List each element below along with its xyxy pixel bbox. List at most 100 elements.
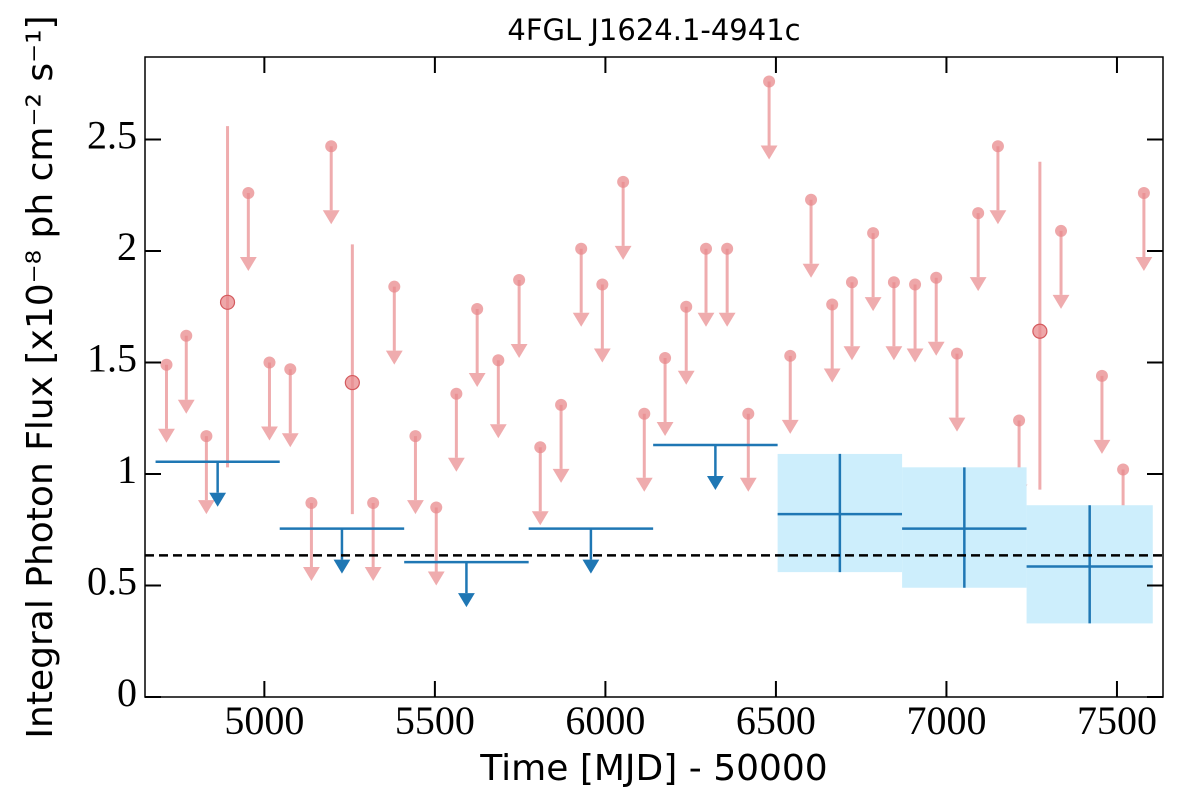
arrow-head xyxy=(427,571,445,586)
x-tick-label: 7000 xyxy=(906,698,986,743)
point xyxy=(991,140,1004,153)
point xyxy=(492,354,505,367)
point xyxy=(555,398,568,411)
point xyxy=(845,276,858,289)
arrow-head xyxy=(239,257,257,272)
point xyxy=(742,407,755,420)
point xyxy=(887,276,900,289)
arrow-head xyxy=(281,433,299,448)
arrow-head xyxy=(739,477,757,492)
arrow-head xyxy=(385,350,403,365)
plot-frame xyxy=(144,56,1164,698)
arrow-head xyxy=(781,419,799,434)
point xyxy=(471,302,484,315)
point xyxy=(930,271,943,284)
arrow-head xyxy=(458,593,475,608)
x-axis-label: Time [MJD] - 50000 xyxy=(479,748,827,789)
point xyxy=(388,280,401,293)
point xyxy=(951,347,964,360)
y-axis-label: Integral Photon Flux [x10⁻⁸ ph cm⁻² s⁻¹] xyxy=(20,15,61,738)
point xyxy=(534,441,547,454)
point xyxy=(513,273,526,286)
y-tick-label: 0.5 xyxy=(87,559,137,604)
point xyxy=(160,358,173,371)
arrow-head xyxy=(969,277,987,292)
point xyxy=(617,175,630,188)
point xyxy=(305,496,318,509)
arrow-head xyxy=(261,426,278,441)
arrow-head xyxy=(885,346,903,361)
point xyxy=(409,430,422,443)
x-tick-label: 6000 xyxy=(565,698,645,743)
arrow-head xyxy=(989,210,1007,225)
point xyxy=(1055,224,1068,237)
point xyxy=(805,193,818,206)
x-tick-label: 5000 xyxy=(224,698,304,743)
arrow-head xyxy=(468,372,486,387)
point xyxy=(430,501,443,514)
plot-area xyxy=(155,75,1153,624)
point xyxy=(242,187,255,200)
arrow-head xyxy=(718,312,736,327)
arrow-head xyxy=(510,343,528,358)
arrow-head xyxy=(864,297,882,312)
point xyxy=(909,278,922,291)
point xyxy=(450,387,463,400)
point xyxy=(596,278,609,291)
point xyxy=(721,242,734,255)
arrow-head xyxy=(677,370,695,385)
arrow-head xyxy=(333,559,351,574)
arrow-head xyxy=(407,500,424,515)
arrow-head xyxy=(158,428,175,443)
arrow-head xyxy=(1093,439,1111,454)
arrow-head xyxy=(656,422,674,437)
arrow-head xyxy=(447,457,465,472)
point xyxy=(219,294,236,310)
chart-title: 4FGL J1624.1-4941c xyxy=(507,13,800,47)
arrow-head xyxy=(843,346,861,361)
arrow-head xyxy=(706,476,724,491)
arrow-head xyxy=(303,566,320,581)
point xyxy=(180,329,193,342)
arrow-head xyxy=(582,559,600,574)
point xyxy=(659,352,672,365)
y-tick-label: 2.5 xyxy=(87,113,137,158)
arrow-head xyxy=(364,566,382,581)
x-tick-label: 6500 xyxy=(736,698,816,743)
arrow-head xyxy=(552,468,570,483)
arrow-head xyxy=(760,145,778,160)
arrow-head xyxy=(927,341,945,356)
point xyxy=(826,298,839,311)
point xyxy=(638,407,651,420)
arrow-head xyxy=(1135,257,1153,272)
arrow-head xyxy=(697,312,715,327)
x-tick-label: 7500 xyxy=(1077,698,1157,743)
point xyxy=(344,374,360,391)
point xyxy=(263,356,276,369)
arrow-head xyxy=(177,399,195,414)
arrow-head xyxy=(614,245,632,260)
point xyxy=(575,242,588,255)
point xyxy=(680,300,693,313)
point xyxy=(1137,187,1150,200)
y-tick-label: 1 xyxy=(117,447,137,492)
arrow-head xyxy=(1052,294,1070,309)
y-tick-label: 2 xyxy=(117,224,137,269)
point xyxy=(325,140,338,153)
point xyxy=(972,207,985,220)
y-tick-label: 0 xyxy=(117,670,137,715)
x-tick-label: 5500 xyxy=(395,698,475,743)
arrow-head xyxy=(593,348,611,363)
point xyxy=(784,349,797,362)
arrow-head xyxy=(322,210,340,225)
arrow-head xyxy=(823,368,841,383)
arrow-head xyxy=(802,263,820,278)
point xyxy=(200,430,213,443)
point xyxy=(1013,414,1026,427)
arrow-head xyxy=(572,312,590,327)
arrow-head xyxy=(197,500,215,515)
arrow-head xyxy=(948,417,966,432)
point xyxy=(763,75,776,88)
